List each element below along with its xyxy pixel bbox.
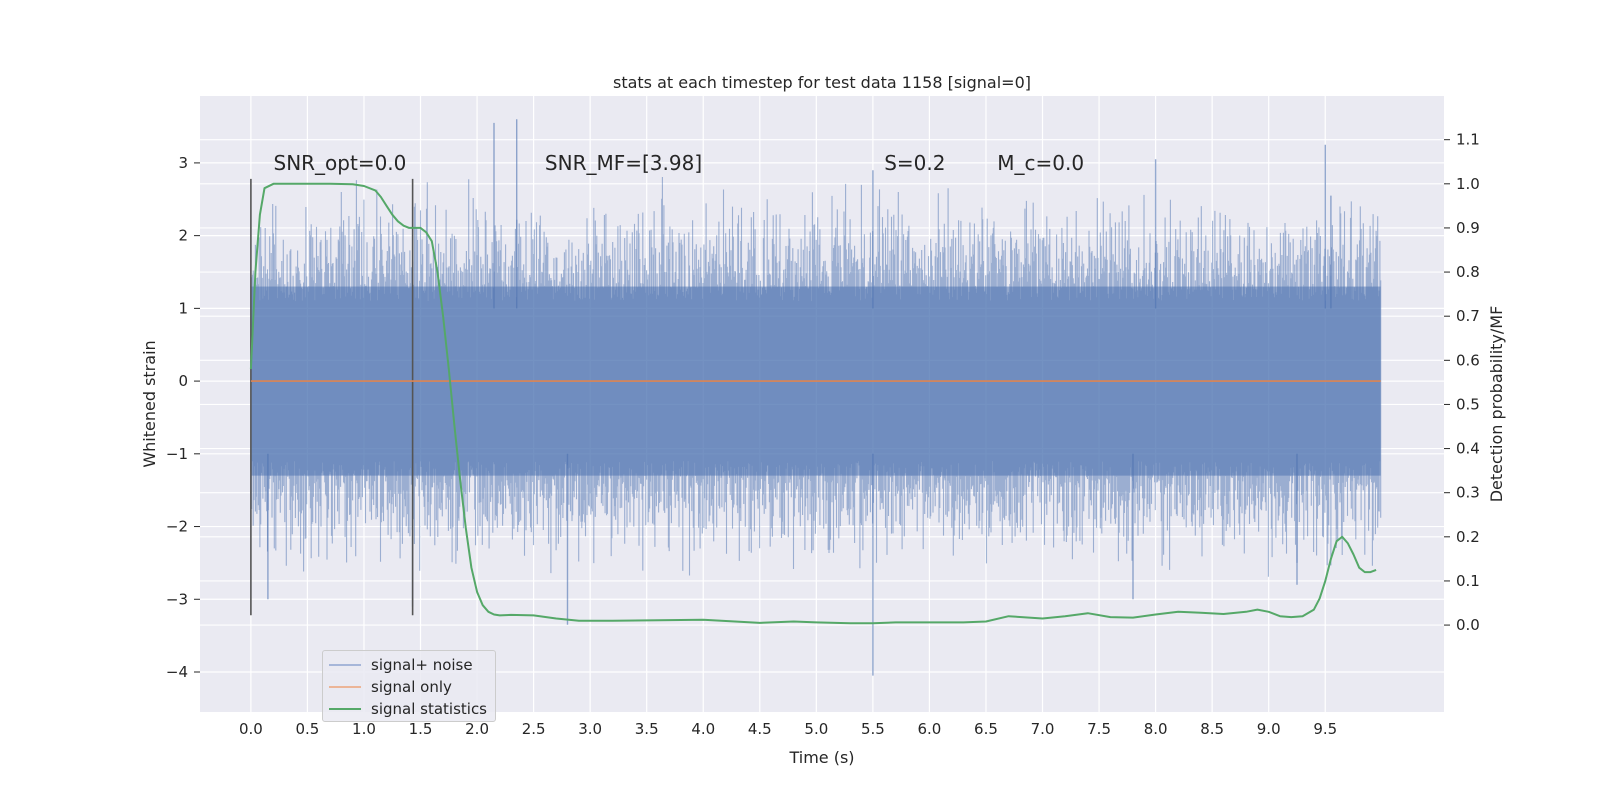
- legend-swatch-signal-only: [329, 686, 361, 688]
- y2-tick-label: 0.0: [1456, 616, 1480, 634]
- x-tick-label: 5.5: [861, 720, 885, 738]
- x-tick-label: 6.0: [918, 720, 942, 738]
- annotation-text: S=0.2: [884, 151, 945, 175]
- x-tick-label: 7.0: [1031, 720, 1055, 738]
- legend: signal+ noise signal only signal statist…: [322, 650, 496, 722]
- y-tick-label: −4: [166, 663, 188, 681]
- y2-tick-label: 1.0: [1456, 175, 1480, 193]
- legend-swatch-signal-statistics: [329, 708, 361, 710]
- y-tick-label: 3: [178, 154, 188, 172]
- x-tick-label: 5.0: [804, 720, 828, 738]
- signal-statistics-line: [249, 182, 1377, 625]
- vertical-markers: [250, 178, 414, 616]
- y2-tick-label: 0.2: [1456, 528, 1480, 546]
- x-tick-label: 7.5: [1087, 720, 1111, 738]
- annotation-text: M_c=0.0: [997, 151, 1084, 175]
- x-tick-label: 2.5: [522, 720, 546, 738]
- annotation-text: SNR_opt=0.0: [274, 151, 407, 175]
- y2-tick-label: 0.1: [1456, 572, 1480, 590]
- annotations: SNR_opt=0.0 SNR_MF=[3.98] S=0.2 M_c=0.0: [274, 151, 1085, 175]
- legend-item: signal only: [329, 676, 495, 698]
- x-tick-label: 1.0: [352, 720, 376, 738]
- x-tick-label: 8.0: [1144, 720, 1168, 738]
- y-axis-label: Whitened strain: [140, 340, 159, 467]
- legend-item: signal statistics: [329, 698, 495, 720]
- y-tick-label: −1: [166, 445, 188, 463]
- y2-tick-label: 0.8: [1456, 263, 1480, 281]
- legend-swatch-signal-noise: [329, 664, 361, 666]
- x-axis-label: Time (s): [788, 748, 854, 767]
- x-tick-label: 0.5: [296, 720, 320, 738]
- y-tick-label: 2: [178, 227, 188, 245]
- legend-item: signal+ noise: [329, 654, 495, 676]
- x-tick-label: 4.5: [748, 720, 772, 738]
- y2-tick-label: 0.3: [1456, 484, 1480, 502]
- y2-tick-label: 0.6: [1456, 351, 1480, 369]
- chart-title: stats at each timestep for test data 115…: [613, 73, 1031, 92]
- x-tick-label: 0.0: [239, 720, 263, 738]
- y-tick-label: 1: [178, 299, 188, 317]
- x-tick-label: 4.0: [691, 720, 715, 738]
- x-tick-label: 6.5: [974, 720, 998, 738]
- legend-label: signal only: [371, 678, 452, 696]
- signal-statistics-series: [249, 182, 1377, 625]
- x-tick-labels: 0.0 0.5 1.0 1.5 2.0 2.5 3.0 3.5 4.0 4.5 5.0 5.5 6.0 6…: [239, 720, 1337, 738]
- y2-axis-label: Detection probability/MF: [1487, 306, 1506, 503]
- y-tick-label: 0: [178, 372, 188, 390]
- y2-tick-label: 0.7: [1456, 307, 1480, 325]
- x-tick-label: 3.0: [578, 720, 602, 738]
- y-tick-label: −2: [166, 518, 188, 536]
- y2-tick-label: 0.4: [1456, 440, 1480, 458]
- legend-label: signal+ noise: [371, 656, 473, 674]
- annotation-text: SNR_MF=[3.98]: [545, 151, 702, 175]
- x-tick-label: 1.5: [409, 720, 433, 738]
- y-tick-labels: −4 −3 −2 −1 0 1 2 3: [166, 154, 200, 681]
- x-tick-label: 9.5: [1313, 720, 1337, 738]
- y-tick-label: −3: [166, 590, 188, 608]
- x-tick-label: 9.0: [1257, 720, 1281, 738]
- x-tick-label: 2.0: [465, 720, 489, 738]
- x-tick-label: 3.5: [635, 720, 659, 738]
- legend-label: signal statistics: [371, 700, 488, 718]
- y2-tick-label: 0.9: [1456, 219, 1480, 237]
- y2-tick-label: 0.5: [1456, 395, 1480, 413]
- x-tick-label: 8.5: [1200, 720, 1224, 738]
- y2-tick-label: 1.1: [1456, 131, 1480, 149]
- y2-tick-labels: 0.0 0.1 0.2 0.3 0.4 0.5 0.6 0.7 0.8 0.9 1.0 1.1: [1444, 131, 1480, 634]
